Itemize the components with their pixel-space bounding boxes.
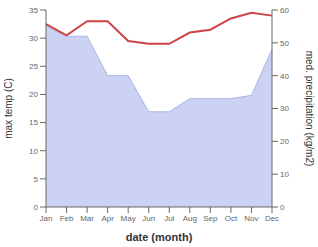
svg-text:15: 15 (29, 118, 38, 127)
svg-text:Dec: Dec (265, 214, 279, 223)
svg-text:0: 0 (280, 203, 285, 212)
svg-text:30: 30 (29, 34, 38, 43)
svg-text:Aug: Aug (183, 214, 197, 223)
svg-text:20: 20 (280, 137, 289, 146)
svg-text:Sep: Sep (203, 214, 218, 223)
svg-text:Jan: Jan (40, 214, 53, 223)
svg-text:Apr: Apr (101, 214, 114, 223)
svg-text:max temp (C): max temp (C) (8, 78, 14, 139)
svg-text:date (month): date (month) (126, 231, 193, 243)
svg-text:10: 10 (280, 170, 289, 179)
svg-text:30: 30 (280, 104, 289, 113)
svg-text:May: May (121, 214, 136, 223)
svg-text:50: 50 (280, 39, 289, 48)
svg-text:Oct: Oct (225, 214, 238, 223)
svg-text:Jul: Jul (164, 214, 174, 223)
svg-text:Nov: Nov (244, 214, 258, 223)
svg-text:Mar: Mar (80, 214, 94, 223)
svg-text:med. precipitation (kg/m2): med. precipitation (kg/m2) (304, 51, 310, 167)
svg-text:25: 25 (29, 62, 38, 71)
svg-text:Jun: Jun (142, 214, 155, 223)
svg-text:0: 0 (34, 203, 39, 212)
svg-text:10: 10 (29, 147, 38, 156)
svg-text:40: 40 (280, 72, 289, 81)
svg-text:35: 35 (29, 6, 38, 15)
svg-text:60: 60 (280, 6, 289, 15)
svg-text:20: 20 (29, 90, 38, 99)
svg-text:Feb: Feb (60, 214, 74, 223)
svg-text:5: 5 (34, 175, 39, 184)
